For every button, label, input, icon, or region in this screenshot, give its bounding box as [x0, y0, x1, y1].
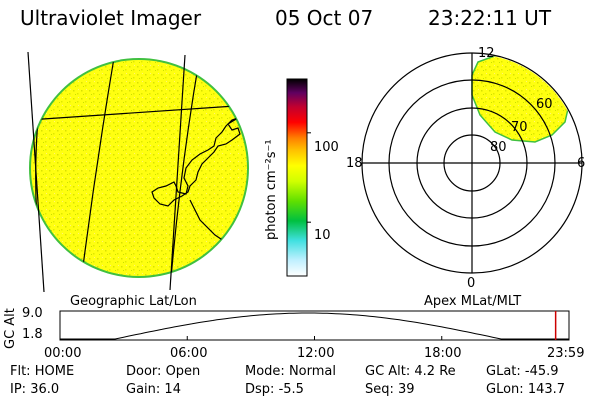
- gc-alt-status: GC Alt: 4.2 Re: [365, 364, 456, 379]
- coastline-fragment: [229, 99, 248, 113]
- colorbar-ticks: [307, 132, 311, 223]
- timeline-frame: [59, 310, 570, 341]
- mlt-label-18: 18: [346, 156, 363, 171]
- coastline: [151, 117, 241, 207]
- earth-disk: [31, 60, 247, 276]
- polar-plot: [361, 52, 583, 274]
- instrument-title: Ultraviolet Imager: [20, 6, 202, 30]
- longitude-line-outer: [169, 54, 186, 291]
- lat-label-70: 70: [511, 120, 528, 135]
- altitude-curve: [60, 312, 569, 340]
- gain-status: Gain: 14: [126, 382, 181, 397]
- geographic-earth-image: [27, 51, 249, 293]
- timeline-x-tick-1800: 18:00: [424, 346, 462, 361]
- glon-status: GLon: 143.7: [486, 382, 566, 397]
- time-label: 23:22:11 UT: [428, 6, 552, 30]
- longitude-line: [79, 59, 116, 277]
- flight-status: Flt: HOME: [10, 364, 75, 379]
- dsp-status: Dsp: -5.5: [245, 382, 304, 397]
- timeline-y-tick-min: 1.8: [22, 327, 43, 342]
- polar-grid: [361, 52, 583, 274]
- timeline-x-tick-1200: 12:00: [297, 346, 335, 361]
- altitude-timeline: [59, 310, 570, 341]
- colorbar-tick-100: 100: [314, 140, 339, 155]
- ip-status: IP: 36.0: [10, 382, 60, 397]
- mlt-label-6: 6: [577, 156, 586, 171]
- mlt-label-0: 0: [467, 276, 476, 291]
- polar-panel-label: Apex MLat/MLT: [424, 294, 522, 309]
- glat-status: GLat: -45.9: [486, 364, 559, 379]
- mode-status: Mode: Normal: [245, 364, 336, 379]
- colorbar-unit-label: photon cm⁻²s⁻¹: [264, 139, 279, 240]
- lat-label-80: 80: [490, 140, 507, 155]
- mlt-label-12: 12: [478, 46, 495, 61]
- geographic-panel-label: Geographic Lat/Lon: [70, 294, 197, 309]
- colorbar-tick-10: 10: [314, 228, 331, 243]
- timeline-x-tick-0600: 06:00: [170, 346, 208, 361]
- lat-label-60: 60: [536, 97, 553, 112]
- seq-status: Seq: 39: [365, 382, 415, 397]
- longitude-line: [169, 59, 201, 277]
- colorbar-gradient: [286, 78, 308, 277]
- timeline-x-tick-0000: 00:00: [44, 346, 82, 361]
- colorbar: [286, 78, 311, 277]
- longitude-line-outer: [27, 51, 45, 293]
- latitude-line: [30, 104, 248, 121]
- timeline-x-ticks: [59, 336, 570, 340]
- timeline-y-tick-max: 9.0: [22, 306, 43, 321]
- timeline-x-tick-2359: 23:59: [547, 346, 585, 361]
- door-status: Door: Open: [126, 364, 201, 379]
- date-label: 05 Oct 07: [275, 6, 374, 30]
- timeline-axis-label: GC Alt: [3, 308, 18, 349]
